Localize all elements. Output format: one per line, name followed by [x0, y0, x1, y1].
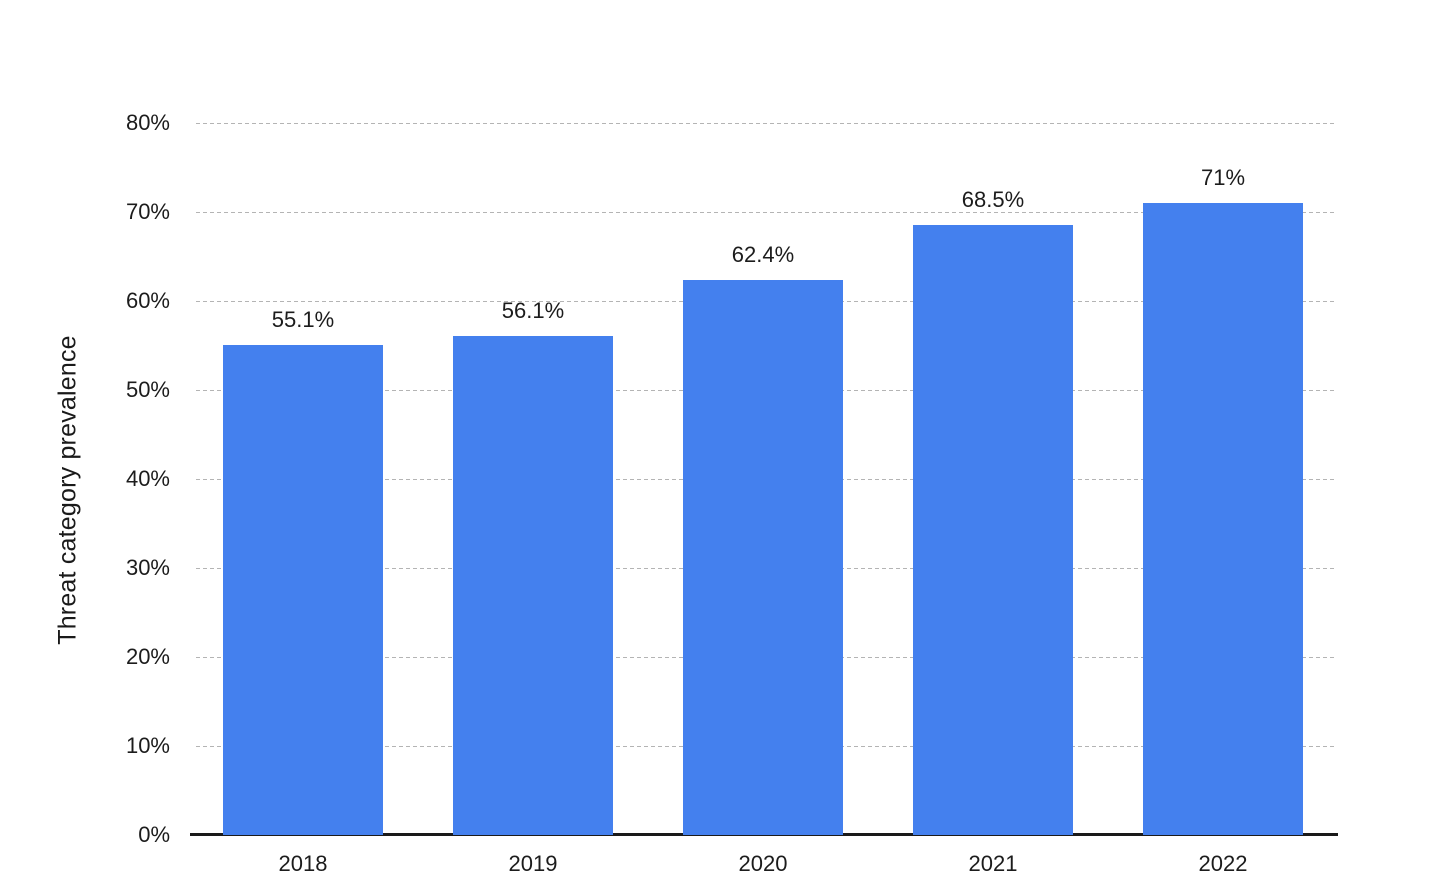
bar-2021: [913, 225, 1073, 835]
y-tick-label-40%: 40%: [125, 466, 170, 491]
y-tick-label-10%: 10%: [125, 733, 170, 758]
y-tick-label-0%: 0%: [138, 822, 170, 847]
bar-value-label-2022: 71%: [1200, 165, 1246, 191]
x-tick-label-2019: 2019: [508, 851, 558, 876]
bar-value-label-2018: 55.1%: [271, 306, 335, 332]
y-tick-label-30%: 30%: [125, 555, 170, 580]
gridline-70%: [196, 211, 1337, 213]
x-tick-label-2020: 2020: [738, 851, 788, 876]
y-tick-label-20%: 20%: [125, 644, 170, 669]
x-tick-label-2022: 2022: [1198, 851, 1248, 876]
y-tick-label-70%: 70%: [125, 199, 170, 224]
bar-2020: [683, 279, 843, 835]
bar-2019: [453, 335, 613, 835]
y-tick-label-80%: 80%: [125, 110, 170, 135]
bar-value-label-2020: 62.4%: [731, 241, 795, 267]
x-tick-label-2021: 2021: [968, 851, 1018, 876]
x-tick-label-2018: 2018: [278, 851, 328, 876]
y-tick-label-60%: 60%: [125, 288, 170, 313]
bar-value-label-2021: 68.5%: [961, 187, 1025, 213]
bar-2018: [223, 344, 383, 835]
bar-value-label-2019: 56.1%: [501, 297, 565, 323]
gridline-80%: [196, 122, 1337, 124]
bar-2022: [1143, 203, 1303, 835]
y-tick-label-50%: 50%: [125, 377, 170, 402]
